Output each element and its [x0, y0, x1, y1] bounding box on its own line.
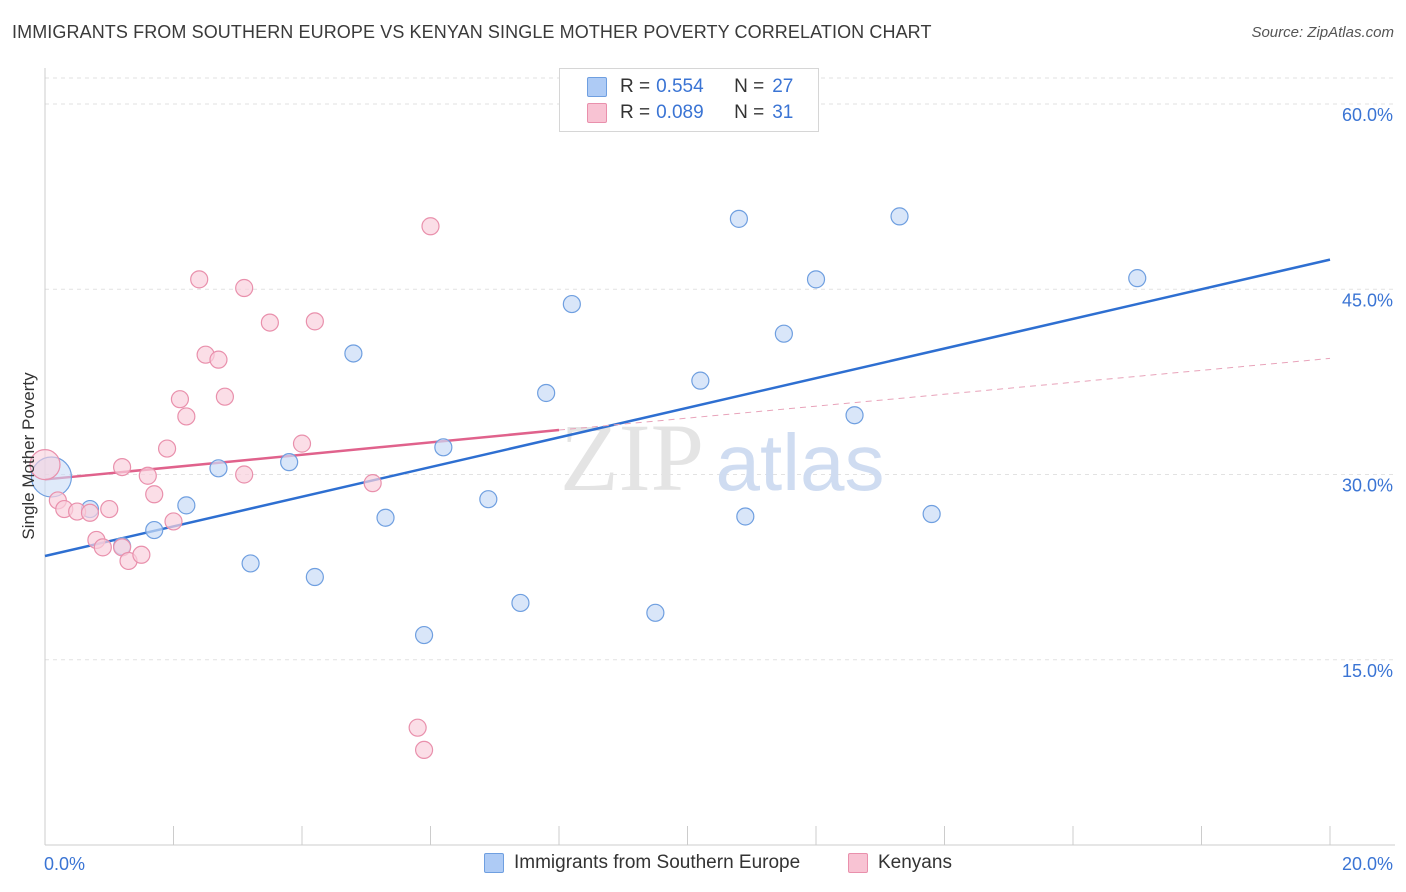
trend-line-pink — [44, 428, 560, 481]
trend-line-blue — [44, 258, 1331, 558]
data-point-blue — [241, 554, 260, 573]
data-point-pink — [363, 474, 382, 493]
data-point-pink — [421, 217, 440, 236]
data-point-pink — [292, 434, 312, 453]
data-point-blue — [414, 625, 434, 645]
data-point-pink — [190, 270, 209, 289]
source-label: Source: ZipAtlas.com — [1251, 24, 1394, 41]
y-tick-label: 30.0% — [1342, 476, 1393, 496]
data-point-blue — [646, 603, 665, 622]
data-point-blue — [434, 438, 453, 457]
data-point-pink — [209, 350, 228, 369]
legend-swatch-blue — [587, 77, 607, 97]
x-tick-label: 0.0% — [44, 854, 85, 874]
data-point-blue — [344, 344, 363, 363]
legend-r-value: 0.089 — [656, 102, 704, 123]
data-point-pink — [177, 407, 196, 426]
bottom-legend-label-pink: Kenyans — [878, 852, 952, 873]
legend-row-pink: R = 0.089 N = 31 — [587, 100, 794, 126]
data-point-blue — [922, 504, 941, 524]
data-point-pink — [145, 485, 164, 504]
legend-n-value: 27 — [772, 76, 794, 97]
data-point-blue — [890, 207, 909, 226]
data-point-pink — [408, 718, 427, 737]
legend-r-label: R = — [620, 102, 651, 123]
data-point-blue — [691, 371, 710, 390]
data-point-blue — [806, 270, 826, 289]
bottom-legend-swatch-blue — [484, 853, 504, 873]
data-point-pink — [132, 545, 151, 564]
bottom-legend-blue: Immigrants from Southern Europe — [484, 852, 800, 874]
x-tick-label: 20.0% — [1342, 854, 1393, 874]
bottom-legend-label-blue: Immigrants from Southern Europe — [514, 852, 801, 873]
legend-swatch-pink — [587, 103, 607, 123]
watermark-atlas: atlas — [716, 418, 885, 507]
data-point-pink — [29, 449, 61, 481]
bottom-legend-pink: Kenyans — [848, 852, 952, 874]
data-point-pink — [157, 439, 177, 458]
data-point-blue — [209, 459, 228, 478]
data-point-pink — [235, 278, 254, 298]
y-tick-label: 60.0% — [1342, 105, 1393, 125]
data-point-blue — [1128, 269, 1147, 288]
chart-title: IMMIGRANTS FROM SOUTHERN EUROPE VS KENYA… — [12, 22, 932, 42]
data-point-blue — [845, 406, 864, 425]
data-point-pink — [138, 466, 157, 485]
legend-n-label: N = — [734, 76, 765, 97]
data-point-pink — [112, 457, 132, 477]
legend-n-value: 31 — [772, 102, 794, 123]
data-point-blue — [562, 294, 581, 314]
data-point-pink — [164, 512, 183, 531]
data-point-blue — [280, 453, 299, 472]
y-tick-label: 15.0% — [1342, 661, 1393, 681]
stats-legend: R = 0.554 N = 27 R = 0.089 N = 31 — [559, 68, 819, 132]
data-point-pink — [100, 499, 119, 519]
data-point-blue — [736, 507, 755, 526]
data-point-blue — [511, 593, 530, 613]
data-point-pink — [260, 313, 279, 332]
data-point-blue — [479, 490, 498, 509]
y-tick-label: 45.0% — [1342, 290, 1393, 310]
legend-n-label: N = — [734, 102, 765, 123]
data-point-blue — [376, 508, 395, 527]
data-point-pink — [93, 538, 112, 557]
bottom-legend-swatch-pink — [848, 853, 868, 873]
watermark: ZIP atlas — [560, 404, 884, 511]
data-point-blue — [729, 209, 749, 228]
data-point-blue — [537, 383, 556, 403]
data-point-pink — [215, 387, 234, 406]
legend-row-blue: R = 0.554 N = 27 — [587, 74, 794, 100]
data-point-pink — [414, 740, 434, 760]
data-point-pink — [80, 503, 100, 522]
data-point-blue — [177, 496, 196, 515]
data-point-pink — [305, 312, 324, 331]
legend-r-value: 0.554 — [656, 76, 704, 97]
data-point-blue — [774, 324, 793, 343]
data-point-pink — [170, 390, 190, 409]
trend-line-extension — [558, 357, 1331, 431]
y-axis-label: Single Mother Poverty — [19, 372, 38, 540]
data-point-blue — [145, 520, 164, 540]
data-point-pink — [235, 465, 254, 484]
legend-r-label: R = — [620, 76, 651, 97]
data-point-blue — [305, 567, 324, 587]
